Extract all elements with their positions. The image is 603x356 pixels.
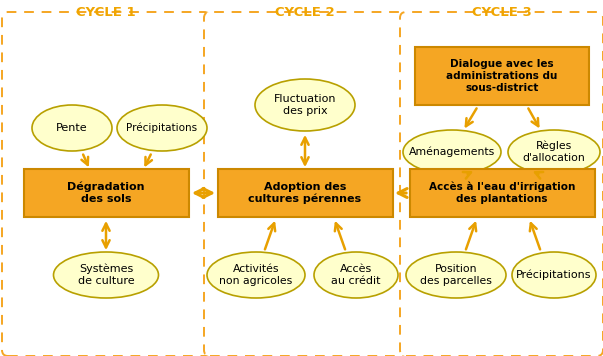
FancyBboxPatch shape [409, 169, 595, 217]
Text: Précipitations: Précipitations [127, 123, 198, 133]
Ellipse shape [54, 252, 159, 298]
Ellipse shape [32, 105, 112, 151]
Ellipse shape [255, 79, 355, 131]
Text: Activités
non agricoles: Activités non agricoles [219, 264, 292, 286]
Ellipse shape [117, 105, 207, 151]
Text: Dialogue avec les
administrations du
sous-district: Dialogue avec les administrations du sou… [446, 59, 558, 93]
Ellipse shape [512, 252, 596, 298]
FancyBboxPatch shape [204, 12, 406, 356]
Text: Adoption des
cultures pérennes: Adoption des cultures pérennes [248, 182, 362, 204]
Text: CYCLE 1: CYCLE 1 [76, 6, 136, 20]
FancyBboxPatch shape [400, 12, 603, 356]
Text: Aménagements: Aménagements [409, 147, 495, 157]
Ellipse shape [508, 130, 600, 174]
Text: Accès
au crédit: Accès au crédit [331, 264, 380, 286]
FancyBboxPatch shape [218, 169, 393, 217]
Text: Dégradation
des sols: Dégradation des sols [68, 182, 145, 204]
Ellipse shape [207, 252, 305, 298]
FancyBboxPatch shape [24, 169, 189, 217]
Ellipse shape [406, 252, 506, 298]
Text: CYCLE 3: CYCLE 3 [472, 6, 532, 20]
Ellipse shape [314, 252, 398, 298]
Text: Position
des parcelles: Position des parcelles [420, 264, 492, 286]
Text: Fluctuation
des prix: Fluctuation des prix [274, 94, 336, 116]
Ellipse shape [403, 130, 501, 174]
Text: Règles
d'allocation: Règles d'allocation [523, 141, 586, 163]
Text: Précipitations: Précipitations [516, 270, 592, 280]
FancyBboxPatch shape [2, 12, 210, 356]
Text: Pente: Pente [56, 123, 88, 133]
FancyBboxPatch shape [415, 47, 589, 105]
Text: CYCLE 2: CYCLE 2 [275, 6, 335, 20]
Text: Accès à l'eau d'irrigation
des plantations: Accès à l'eau d'irrigation des plantatio… [429, 182, 575, 204]
Text: Systèmes
de culture: Systèmes de culture [78, 264, 134, 286]
